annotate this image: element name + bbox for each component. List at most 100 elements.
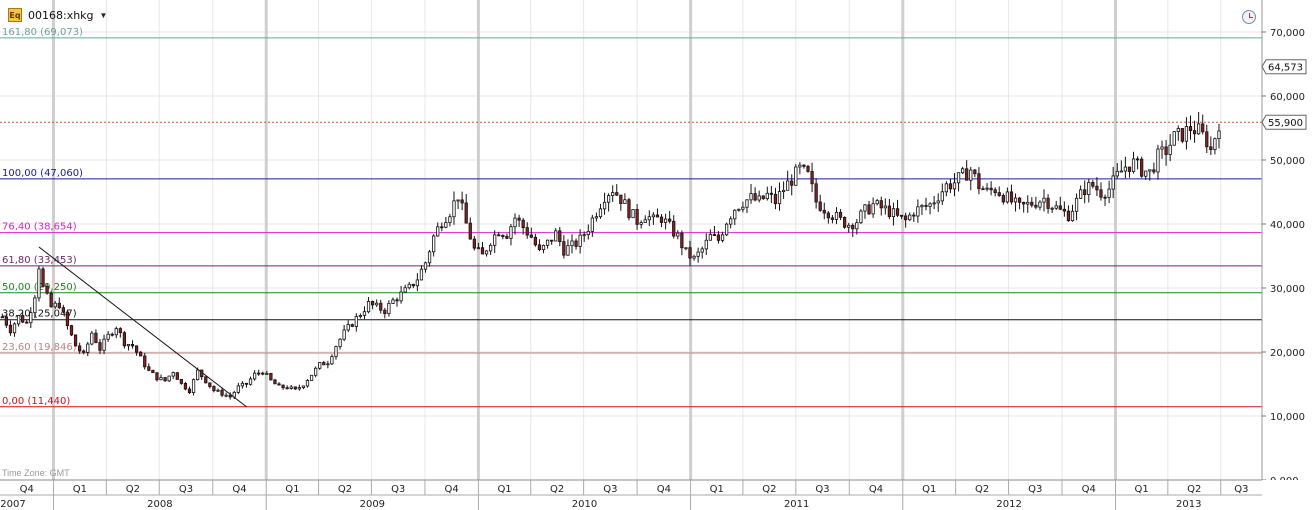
candle bbox=[106, 333, 110, 340]
candle bbox=[196, 369, 200, 381]
symbol-header: Eq 00168:xhkg ▼ bbox=[8, 8, 107, 22]
candle bbox=[570, 240, 574, 247]
candle bbox=[1107, 188, 1111, 198]
candle bbox=[887, 205, 892, 218]
candle bbox=[179, 379, 183, 384]
x-year-label: 2007 bbox=[0, 499, 25, 510]
candle bbox=[647, 216, 651, 221]
candle bbox=[415, 279, 419, 287]
candle bbox=[151, 369, 155, 374]
candle bbox=[1099, 189, 1103, 198]
clock-icon[interactable] bbox=[1242, 10, 1256, 24]
candle bbox=[814, 183, 818, 203]
fib-level-label: 38,20 (25,047) bbox=[2, 309, 77, 320]
candle bbox=[1217, 130, 1221, 140]
candle bbox=[12, 323, 17, 334]
candle bbox=[855, 222, 859, 230]
candle bbox=[627, 199, 631, 219]
x-year-label: 2008 bbox=[147, 499, 172, 510]
candle bbox=[314, 367, 318, 376]
candle bbox=[403, 287, 407, 293]
candle bbox=[1095, 185, 1099, 191]
candle bbox=[545, 239, 550, 246]
candle bbox=[688, 247, 692, 259]
candle bbox=[472, 238, 476, 249]
candle bbox=[826, 212, 830, 219]
candle bbox=[187, 388, 192, 394]
candle bbox=[1013, 197, 1018, 203]
candle bbox=[590, 217, 594, 232]
candle bbox=[895, 208, 900, 216]
candle bbox=[541, 244, 546, 251]
x-quarter-label: Q1 bbox=[922, 484, 936, 495]
x-year-label: 2009 bbox=[360, 499, 385, 510]
candle bbox=[936, 200, 940, 204]
candle bbox=[651, 214, 656, 218]
candle bbox=[350, 324, 354, 327]
candle bbox=[98, 342, 102, 351]
candle bbox=[476, 247, 481, 250]
candle bbox=[773, 193, 778, 205]
candle bbox=[574, 240, 578, 247]
candle bbox=[289, 386, 293, 389]
candle bbox=[216, 389, 220, 392]
candle bbox=[73, 334, 78, 347]
marker-price-tag-label: 64,573 bbox=[1268, 63, 1303, 74]
candle bbox=[619, 194, 623, 204]
candle bbox=[1026, 201, 1030, 205]
candle bbox=[25, 321, 29, 324]
candle bbox=[448, 216, 452, 223]
chevron-down-icon[interactable]: ▼ bbox=[99, 10, 108, 20]
x-year-label: 2012 bbox=[996, 499, 1021, 510]
candle bbox=[1005, 191, 1010, 203]
candle bbox=[668, 218, 672, 222]
candle bbox=[676, 232, 680, 237]
x-quarter-label: Q1 bbox=[1135, 484, 1149, 495]
x-quarter-label: Q2 bbox=[1187, 484, 1201, 495]
candle bbox=[69, 325, 74, 336]
candle bbox=[423, 262, 428, 270]
candle bbox=[725, 223, 729, 236]
candle bbox=[684, 247, 688, 250]
candle bbox=[594, 216, 599, 219]
candle bbox=[139, 351, 143, 357]
x-year-label: 2010 bbox=[572, 499, 597, 510]
candle bbox=[456, 199, 460, 202]
candle bbox=[932, 202, 936, 205]
candle bbox=[366, 301, 371, 313]
candle bbox=[45, 285, 49, 294]
candle bbox=[623, 199, 627, 204]
ticker-symbol[interactable]: 00168:xhkg bbox=[28, 8, 94, 22]
candle bbox=[1131, 158, 1136, 172]
candle bbox=[175, 372, 179, 380]
candle bbox=[1123, 166, 1128, 172]
candle bbox=[1115, 170, 1119, 177]
candle bbox=[94, 332, 98, 344]
candle bbox=[1054, 205, 1058, 209]
x-quarter-label: Q4 bbox=[657, 484, 671, 495]
candle bbox=[297, 387, 301, 390]
candle bbox=[1213, 138, 1217, 151]
candle bbox=[379, 302, 383, 311]
candle bbox=[912, 214, 916, 217]
x-quarter-label: Q3 bbox=[1028, 484, 1042, 495]
candle bbox=[720, 234, 725, 241]
candle bbox=[484, 250, 489, 255]
candle bbox=[326, 363, 330, 366]
candle bbox=[745, 199, 749, 208]
candle bbox=[1135, 158, 1140, 161]
candle bbox=[562, 241, 566, 256]
candle bbox=[704, 239, 708, 250]
candle bbox=[924, 204, 928, 207]
candle bbox=[830, 217, 835, 220]
x-quarter-label: Q4 bbox=[869, 484, 883, 495]
fib-level-label: 76,40 (38,654) bbox=[2, 222, 77, 233]
candle bbox=[383, 309, 387, 314]
candle bbox=[981, 188, 985, 191]
candle bbox=[643, 219, 647, 223]
candle bbox=[183, 383, 188, 390]
candle bbox=[232, 391, 236, 398]
candle bbox=[322, 362, 326, 366]
x-quarter-label: Q1 bbox=[710, 484, 724, 495]
